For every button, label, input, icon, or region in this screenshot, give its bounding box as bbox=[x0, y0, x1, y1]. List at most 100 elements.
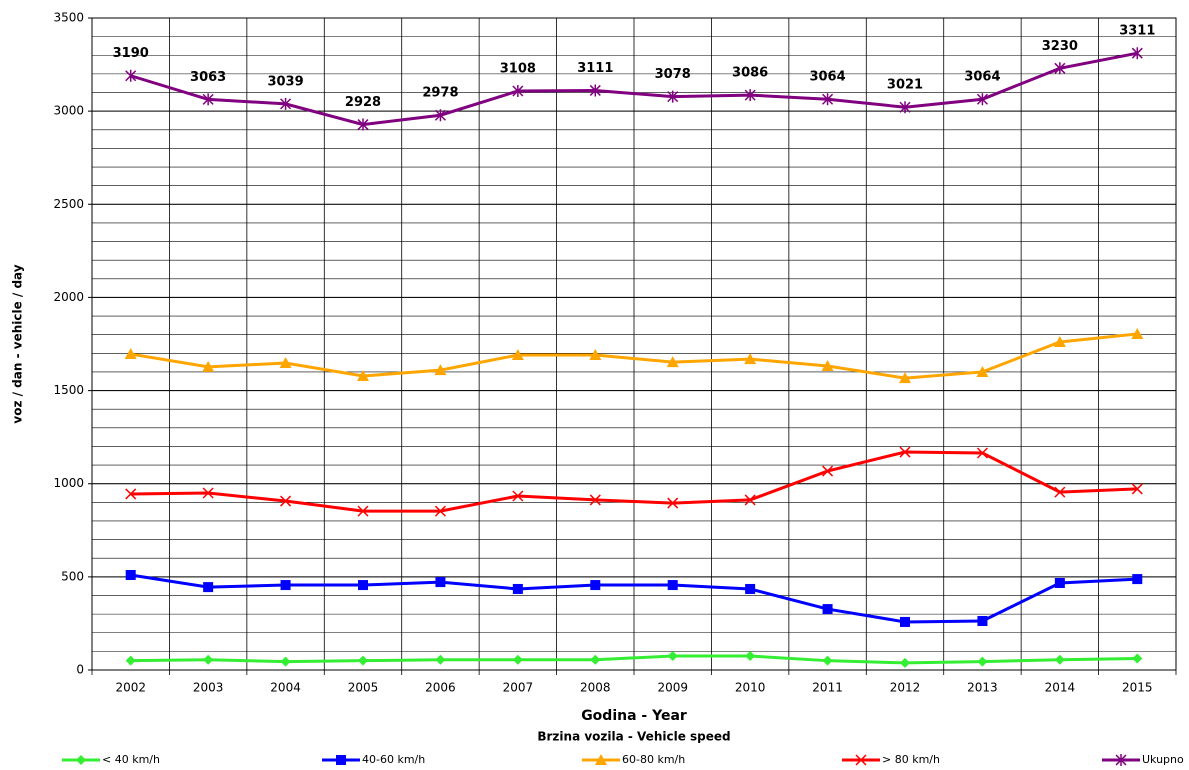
marker bbox=[976, 365, 989, 377]
y-tick-label: 1500 bbox=[53, 383, 84, 397]
marker bbox=[667, 651, 678, 662]
y-tick-label: 1000 bbox=[53, 476, 84, 490]
y-tick-label: 3000 bbox=[53, 104, 84, 118]
marker bbox=[336, 755, 346, 765]
legend-label: 60-80 km/h bbox=[622, 753, 685, 766]
y-tick-label: 0 bbox=[76, 663, 84, 677]
marker bbox=[745, 651, 756, 662]
marker bbox=[589, 494, 601, 506]
x-tick-label: 2003 bbox=[193, 681, 224, 695]
data-label: 2928 bbox=[345, 95, 381, 110]
marker bbox=[124, 348, 137, 360]
marker bbox=[855, 754, 867, 766]
marker bbox=[511, 348, 524, 360]
x-tick-label: 2002 bbox=[115, 681, 146, 695]
marker bbox=[434, 505, 446, 517]
marker bbox=[977, 656, 988, 667]
marker bbox=[1054, 578, 1065, 589]
x-tick-label: 2006 bbox=[425, 681, 456, 695]
data-label: 3230 bbox=[1042, 39, 1078, 54]
marker bbox=[595, 754, 607, 765]
marker bbox=[125, 655, 136, 666]
marker bbox=[1115, 754, 1127, 766]
marker bbox=[76, 755, 86, 765]
marker bbox=[435, 654, 446, 665]
marker bbox=[899, 372, 911, 384]
marker bbox=[900, 616, 910, 627]
x-axis-label: Godina - Year bbox=[581, 708, 687, 724]
series-line bbox=[130, 450, 1138, 513]
marker bbox=[357, 505, 369, 517]
x-tick-label: 2004 bbox=[270, 681, 301, 695]
marker bbox=[203, 582, 214, 593]
marker bbox=[822, 93, 834, 106]
marker bbox=[667, 580, 678, 591]
data-label: 3190 bbox=[113, 46, 149, 61]
marker bbox=[125, 488, 137, 500]
legend-label: > 80 km/h bbox=[882, 753, 940, 766]
marker bbox=[202, 93, 214, 106]
marker bbox=[1132, 653, 1143, 664]
marker bbox=[280, 656, 291, 667]
marker bbox=[279, 357, 292, 369]
series-line bbox=[130, 573, 1138, 624]
marker bbox=[1054, 62, 1066, 75]
x-tick-label: 2013 bbox=[967, 681, 998, 695]
marker bbox=[435, 577, 446, 588]
marker bbox=[900, 657, 910, 668]
marker bbox=[589, 348, 602, 360]
marker bbox=[745, 583, 756, 594]
x-tick-label: 2011 bbox=[812, 681, 843, 695]
data-label: 2978 bbox=[422, 86, 458, 101]
y-tick-label: 2500 bbox=[53, 197, 84, 211]
marker bbox=[1131, 483, 1143, 495]
marker bbox=[357, 370, 369, 382]
x-tick-label: 2015 bbox=[1122, 681, 1153, 695]
y-tick-label: 2000 bbox=[53, 290, 84, 304]
x-tick-label: 2014 bbox=[1045, 681, 1076, 695]
marker bbox=[821, 359, 834, 371]
marker bbox=[590, 580, 601, 591]
marker bbox=[125, 569, 136, 580]
data-label: 3021 bbox=[887, 78, 923, 93]
x-tick-label: 2010 bbox=[735, 681, 766, 695]
marker bbox=[667, 497, 679, 509]
data-label: 3311 bbox=[1119, 24, 1155, 39]
x-tick-label: 2008 bbox=[580, 681, 611, 695]
marker bbox=[1054, 486, 1066, 498]
data-label: 3078 bbox=[655, 67, 691, 82]
data-label: 3064 bbox=[809, 70, 845, 85]
marker bbox=[666, 356, 679, 368]
marker bbox=[434, 109, 446, 122]
marker bbox=[822, 655, 833, 666]
marker bbox=[280, 97, 292, 110]
marker bbox=[1053, 335, 1066, 347]
x-tick-label: 2009 bbox=[657, 681, 688, 695]
marker bbox=[744, 353, 757, 365]
series-line bbox=[130, 332, 1138, 380]
marker bbox=[1132, 574, 1143, 585]
marker bbox=[822, 465, 834, 477]
marker bbox=[1131, 47, 1143, 60]
y-axis-label: voz / dan - vehicle / day bbox=[11, 264, 25, 423]
legend-label: Ukupno bbox=[1142, 753, 1184, 766]
data-label: 3111 bbox=[577, 61, 613, 76]
marker bbox=[744, 89, 756, 102]
marker bbox=[1131, 327, 1144, 339]
marker bbox=[358, 580, 368, 591]
data-label: 3086 bbox=[732, 66, 768, 81]
marker bbox=[744, 494, 756, 506]
x-tick-label: 2012 bbox=[890, 681, 921, 695]
x-tick-label: 2007 bbox=[503, 681, 534, 695]
marker bbox=[202, 360, 215, 372]
series-line bbox=[130, 654, 1138, 665]
data-label: 3064 bbox=[964, 70, 1000, 85]
marker bbox=[667, 90, 679, 103]
marker bbox=[899, 101, 911, 114]
marker bbox=[357, 118, 369, 131]
marker bbox=[1054, 654, 1065, 665]
series-line bbox=[130, 51, 1138, 127]
marker bbox=[976, 93, 988, 106]
data-label: 3063 bbox=[190, 70, 226, 85]
